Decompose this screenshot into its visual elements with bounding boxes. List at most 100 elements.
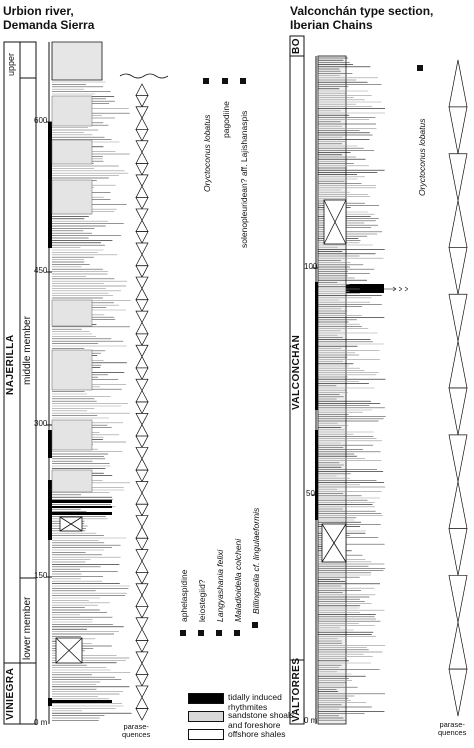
parasequence-triangle <box>448 153 468 201</box>
legend-swatch-shales <box>188 729 224 740</box>
right-rhythmite-bars <box>315 282 384 520</box>
parasequence-triangle <box>135 231 149 244</box>
legend-shales-line1: offshore shales <box>228 729 286 739</box>
left-tick-0: 0 m <box>34 718 48 727</box>
right-beds <box>317 55 386 725</box>
parasequence-triangle <box>135 708 149 721</box>
parasequence-triangle <box>135 413 149 426</box>
rhythmite-bed <box>52 500 112 503</box>
fossil-marker <box>198 630 204 636</box>
parasequence-triangle <box>448 434 468 482</box>
parasequence-triangle <box>135 208 149 222</box>
sandstone-block <box>51 179 93 215</box>
right-section-title: Valconchán type section, Iberian Chains <box>290 4 433 32</box>
sandstone-block <box>51 349 93 391</box>
parasequence-triangle <box>135 253 149 267</box>
parasequence-triangle <box>135 423 149 437</box>
left-tick-300: 300 <box>34 419 48 428</box>
legend-sandstone-line1: sandstone shoals <box>228 710 295 720</box>
fossil-maladioidella: Maladioidella colcheni <box>233 538 243 622</box>
left-unit-column <box>3 41 37 725</box>
parasequence-triangle <box>135 265 149 278</box>
parasequence-triangle <box>135 95 149 108</box>
parasequence-triangle <box>135 492 149 505</box>
right-tick-100: 100 <box>304 262 318 271</box>
left-cross-box <box>55 516 83 664</box>
parasequence-triangle <box>448 59 468 108</box>
parasequence-triangle <box>448 387 468 435</box>
left-title-line2: Demanda Sierra <box>3 18 95 32</box>
parasequence-triangle <box>135 106 149 119</box>
parasequence-triangle <box>135 140 149 153</box>
unit-middle-member-label: middle member <box>22 316 33 385</box>
parasequence-triangle <box>448 200 468 248</box>
parasequence-triangle <box>135 481 149 494</box>
left-title-line1: Urbion river, <box>3 4 74 18</box>
parasequence-triangle <box>135 572 149 585</box>
right-tick-50: 50 <box>306 489 315 498</box>
sandstone-block <box>51 139 93 165</box>
unit-bo-label: BO <box>291 38 302 54</box>
parasequence-triangle <box>135 378 149 392</box>
parasequence-triangle <box>135 503 149 517</box>
unit-valconchan-label: VALCONCHÁN <box>291 334 302 410</box>
parasequence-triangle <box>135 617 149 630</box>
parasequence-triangle <box>135 367 149 381</box>
parasequence-triangle <box>135 197 149 210</box>
parasequence-triangle <box>135 435 149 449</box>
right-title-line2: Iberian Chains <box>290 18 373 32</box>
fossil-billingsella: Billingsella cf. lingulaeformis <box>251 507 261 614</box>
parasequence-triangle <box>135 560 149 573</box>
parasequence-triangle <box>135 389 149 403</box>
left-tick-150: 150 <box>34 571 48 580</box>
fossil-langyashania: Langyashania felixi <box>215 549 225 622</box>
parasequence-triangle <box>135 606 149 619</box>
parasequence-triangle <box>135 674 149 687</box>
right-para-line1: parase- <box>439 720 465 729</box>
fossil-aphelaspidine: aphelaspidine <box>179 569 189 622</box>
parasequence-triangle <box>448 575 468 623</box>
parasequence-triangle <box>135 594 149 607</box>
parasequence-triangle <box>135 583 149 596</box>
parasequence-triangle <box>135 163 149 176</box>
parasequence-triangle <box>135 515 149 528</box>
fossil-marker <box>234 630 240 636</box>
sandstone-block <box>51 299 93 327</box>
legend-label-rhythmites: tidally induced rhythmites <box>228 692 282 712</box>
parasequence-triangle <box>135 628 149 641</box>
left-section-title: Urbion river, Demanda Sierra <box>3 4 94 32</box>
fossil-marker <box>180 630 186 636</box>
left-parasequence-label: parase- quences <box>122 723 150 739</box>
parasequence-triangle <box>135 129 149 142</box>
right-cross-boxes <box>321 199 347 563</box>
rhythmite-bed <box>52 506 112 508</box>
left-tick-600: 600 <box>34 116 48 125</box>
parasequence-triangle <box>135 355 149 369</box>
left-tick-450: 450 <box>34 266 48 275</box>
parasequence-triangle <box>135 299 149 312</box>
fossil-pagodiine: pagodiine <box>221 101 231 138</box>
parasequence-triangle <box>448 341 468 389</box>
legend-label-sandstone: sandstone shoals and foreshore <box>228 710 294 730</box>
fossil-solenopleuridean: solenopleuridean? aff. Lajishanaspis <box>239 110 249 248</box>
parasequence-triangle <box>135 151 149 164</box>
parasequence-triangle <box>135 333 149 346</box>
right-parasequence-triangles <box>448 59 468 717</box>
unit-upper-label: upper <box>6 52 16 76</box>
parasequence-triangle <box>135 640 149 653</box>
legend-rhythmites-line2: rhythmites <box>228 702 268 712</box>
right-unit-column <box>289 35 305 725</box>
rhythmite-bed <box>52 700 112 703</box>
left-parasequence-triangles <box>135 83 149 721</box>
right-parasequence-label: parase- quences <box>438 721 466 737</box>
parasequence-triangle <box>448 247 468 295</box>
fossil-leiostegiid: leiostegiid? <box>197 579 207 622</box>
parasequence-triangle <box>135 526 149 539</box>
parasequence-triangle <box>135 185 149 198</box>
legend-rhythmites-line1: tidally induced <box>228 692 282 702</box>
parasequence-triangle <box>135 83 149 96</box>
parasequence-triangle <box>135 276 149 290</box>
parasequence-triangle <box>135 401 149 415</box>
parasequence-triangle <box>135 651 149 664</box>
